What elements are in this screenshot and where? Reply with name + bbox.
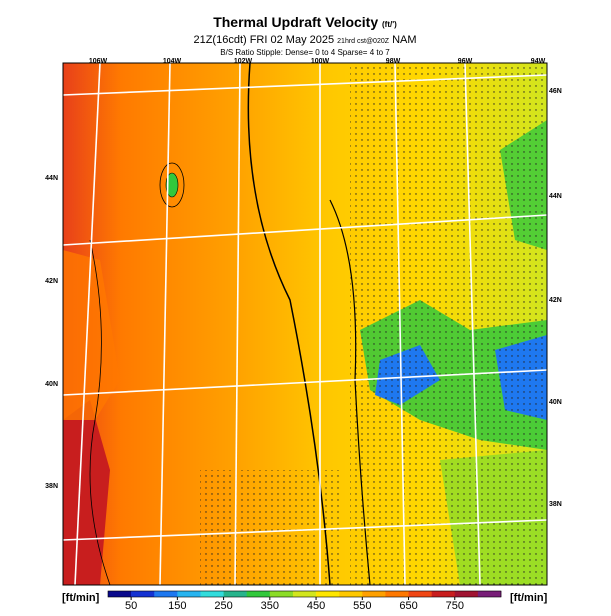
lon-label: 94W: [531, 58, 546, 65]
colorbar-swatch: [246, 591, 271, 597]
lat-label: 42N: [549, 297, 562, 304]
colorbar-tick-label: 750: [446, 600, 464, 611]
lon-label: 106W: [89, 58, 108, 65]
stipple-note: B/S Ratio Stipple: Dense= 0 to 4 Sparse=…: [220, 48, 390, 57]
subtitle: 21Z(16cdt) FRI 02 May 2025 21hrd cst@020…: [193, 34, 416, 46]
lat-label: 42N: [45, 278, 58, 285]
lat-label: 38N: [45, 483, 58, 490]
colorbar-swatch: [477, 591, 502, 597]
colorbar-swatch: [339, 591, 363, 597]
lon-label: 96W: [458, 58, 473, 65]
lat-labels: 44N 42N 40N 38N 46N 44N 42N 40N 38N: [45, 88, 562, 508]
colorbar-swatch: [454, 591, 479, 597]
colorbar-swatch: [292, 591, 317, 597]
lat-label: 40N: [549, 399, 562, 406]
colorbar-swatch: [131, 591, 155, 597]
colorbar-unit-left: [ft/min]: [62, 592, 100, 604]
lon-label: 104W: [163, 58, 182, 65]
lat-label: 40N: [45, 381, 58, 388]
colorbar-swatch: [408, 591, 432, 597]
lon-label: 102W: [234, 58, 253, 65]
colorbar-tick-label: 50: [125, 600, 137, 611]
colorbar-swatch: [223, 591, 248, 597]
title: Thermal Updraft Velocity (ft/'): [213, 14, 397, 30]
colorbar-tick-label: 250: [214, 600, 232, 611]
colorbar-tick-label: 150: [168, 600, 186, 611]
colorbar-frame: [107, 590, 502, 598]
colorbar-tick-label: 650: [399, 600, 417, 611]
colorbar-tick-label: 450: [307, 600, 325, 611]
lat-label: 44N: [45, 175, 58, 182]
colorbar-swatch: [177, 591, 201, 597]
colorbar-tick-label: 350: [261, 600, 279, 611]
colorbar-swatch: [269, 591, 294, 597]
lon-label: 98W: [386, 58, 401, 65]
colorbar-unit-right: [ft/min]: [510, 592, 548, 604]
lat-label: 38N: [549, 501, 562, 508]
colorbar-swatch: [154, 591, 178, 597]
lat-label: 44N: [549, 193, 562, 200]
colorbar-swatch: [200, 591, 224, 597]
lon-label: 100W: [311, 58, 330, 65]
map: [62, 62, 548, 586]
colorbar-swatch: [316, 591, 340, 597]
colorbar-swatch: [362, 591, 386, 597]
colorbar-tick-label: 550: [353, 600, 371, 611]
lon-labels: 106W 104W 102W 100W 98W 96W 94W: [89, 58, 546, 65]
lat-label: 46N: [549, 88, 562, 95]
colorbar-swatch: [385, 591, 409, 597]
colorbar: 50 150 250 350 450 550 650 750: [107, 590, 502, 612]
colorbar-swatch: [431, 591, 456, 597]
colorbar-swatch: [108, 591, 132, 597]
